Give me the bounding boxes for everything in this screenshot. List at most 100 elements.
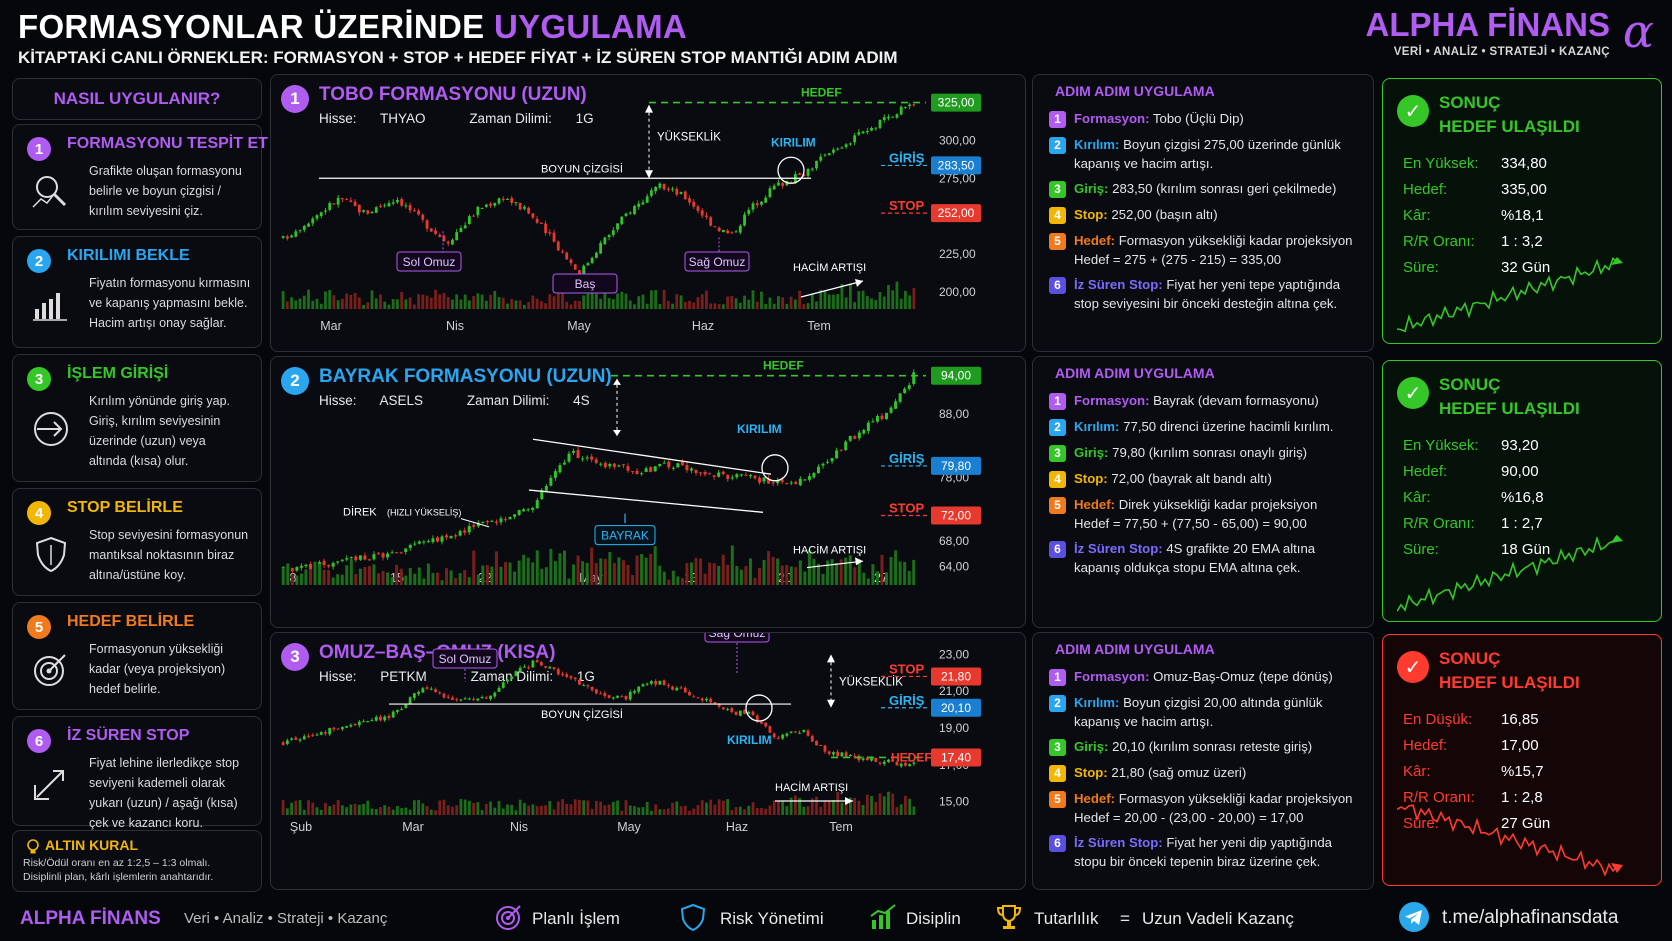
volume-bar [336, 799, 340, 815]
stock-code: PETKM [380, 669, 427, 684]
volume-bar [717, 304, 721, 309]
candle-body [294, 737, 298, 740]
volume-bar [777, 296, 780, 309]
chart-svg-obo: 23,0021,0019,0017,0015,00ŞubMarNisMayHaz… [281, 633, 981, 834]
candle-body [345, 199, 349, 201]
pole-arrow [460, 518, 490, 528]
candle-body [391, 711, 395, 718]
candle-body [438, 692, 442, 694]
volume-bar [832, 294, 835, 309]
steps-row-key: Giriş: [1074, 181, 1109, 196]
telegram-icon[interactable] [1398, 901, 1430, 933]
candle-body [603, 237, 607, 245]
candle-body [680, 461, 684, 465]
candle-body [640, 473, 644, 475]
volume-bar [857, 800, 861, 815]
volume-bar [476, 293, 480, 309]
candle-body [658, 183, 662, 188]
volume-bar [912, 559, 916, 585]
result-value: 90,00 [1501, 463, 1539, 480]
candle-body [747, 711, 751, 714]
steps-row-number: 1 [1049, 111, 1066, 129]
candle-body [504, 519, 508, 521]
y-tick-label: 21,00 [939, 684, 969, 698]
candle-body [421, 214, 425, 220]
candle-body [700, 698, 704, 701]
volume-bar [544, 567, 548, 585]
entry-price-tag: 79,80 [941, 459, 971, 473]
y-tick-label: 68,00 [939, 534, 969, 548]
candle-body [514, 671, 518, 676]
candle-body [908, 104, 912, 107]
steps-row-key: Kırılım: [1074, 695, 1120, 710]
steps-row-text: 72,00 (bayrak alt bandı altı) [1111, 471, 1272, 486]
volume-bar [383, 805, 387, 815]
volume-bar [425, 806, 429, 815]
steps-row-number: 6 [1049, 541, 1066, 559]
telegram-link[interactable]: t.me/alphafinansdata [1442, 907, 1619, 928]
step-title: İZ SÜREN STOP [67, 727, 190, 744]
steps-row-2: 2 Kırılım: Boyun çizgisi 275,00 üzerinde … [1049, 135, 1341, 173]
candle-body [572, 450, 576, 453]
left-shoulder-label: Sol Omuz [403, 255, 456, 269]
candle-body [603, 692, 607, 696]
volume-bar [815, 301, 818, 309]
volume-bar [628, 805, 632, 815]
volume-bar [755, 301, 759, 309]
check-icon: ✓ [1397, 95, 1429, 127]
neckline-label: BOYUN ÇİZGİSİ [541, 708, 623, 721]
steps-row-number: 3 [1049, 445, 1066, 463]
volume-bar [662, 289, 666, 309]
candle-body [624, 213, 628, 216]
volume-bar [806, 806, 810, 815]
volume-bar [472, 296, 476, 309]
volume-bar [865, 794, 869, 815]
candle-body [616, 223, 619, 230]
volume-bar [743, 809, 746, 815]
volume-bar [628, 300, 632, 309]
candle-body [307, 735, 310, 737]
volume-bar [313, 561, 317, 585]
volume-bar [685, 563, 689, 585]
volume-bar [497, 800, 501, 815]
neckline-label: BOYUN ÇİZGİSİ [541, 162, 623, 175]
volume-bar [885, 572, 889, 585]
candle-body [480, 207, 484, 209]
volume-bar [395, 564, 399, 585]
candle-body [400, 709, 404, 711]
footer-item-discipline: Disiplin [906, 909, 961, 928]
candle-body [887, 759, 890, 762]
candle-body [612, 463, 616, 467]
candle-body [819, 745, 823, 747]
candle-body [903, 388, 907, 393]
candle-body [875, 415, 879, 422]
result-row: R/R Oranı: 1 : 2,8 [1403, 789, 1543, 806]
candle-body [489, 203, 492, 206]
breakout-label: KIRILIM [771, 135, 816, 149]
volume-bar [853, 567, 857, 585]
candle-body [578, 679, 581, 685]
step-description-line: Stop seviyesini formasyonun [89, 528, 249, 542]
candle-body [705, 698, 708, 701]
volume-bar [467, 300, 471, 309]
volume-bar [523, 802, 526, 815]
volume-bar [472, 803, 476, 815]
candle-body [819, 156, 823, 161]
candle-body [662, 680, 666, 686]
candle-body [621, 464, 625, 466]
candle-body [489, 695, 492, 700]
candle-body [549, 477, 553, 486]
candle-body [713, 702, 717, 704]
steps-row-key: Hedef: [1074, 233, 1116, 248]
candle-body [713, 226, 717, 228]
x-tick-label: Haz [692, 319, 714, 333]
candle-body [358, 555, 362, 560]
candle-body [383, 716, 387, 721]
volume-bar [637, 296, 641, 309]
candle-body [307, 223, 310, 227]
candle-body [599, 242, 603, 254]
candle-body [738, 710, 742, 716]
golden-rule-line-1: Risk/Ödül oranı en az 1:2,5 – 1:3 olmalı… [23, 857, 211, 869]
volume-bar [874, 300, 878, 309]
candle-body [497, 198, 501, 204]
